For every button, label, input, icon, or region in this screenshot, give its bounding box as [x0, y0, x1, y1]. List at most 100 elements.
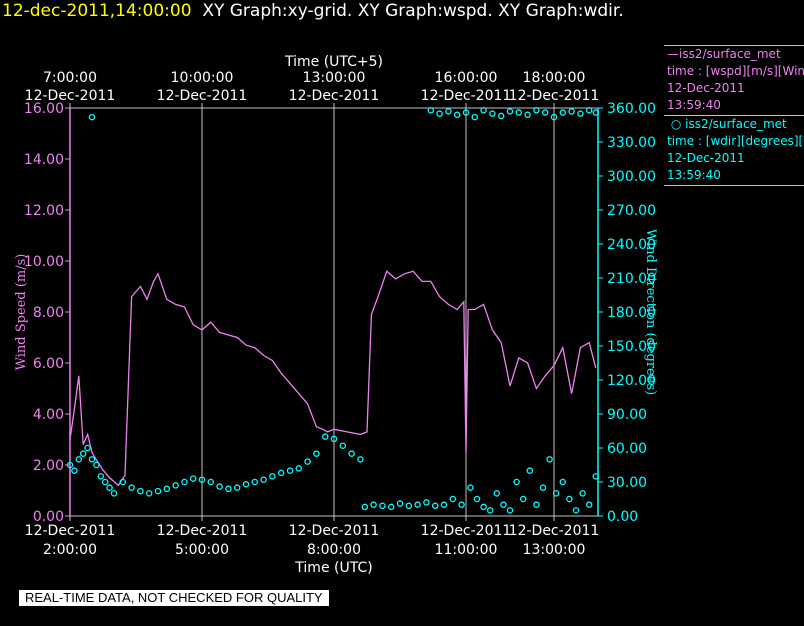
bottom-tick-time: 11:00:00 [435, 542, 498, 558]
left-tick-label: 4.00 [33, 407, 64, 423]
left-tick-label: 10.00 [24, 254, 64, 270]
legend-wspd: —iss2/surface_met time : [wspd][m/s][Win… [664, 45, 804, 116]
right-tick-label: 0.00 [607, 509, 638, 525]
top-tick-date: 12-Dec-2011 [421, 88, 512, 104]
wdir-point [524, 111, 531, 119]
wdir-point [286, 467, 294, 474]
bottom-tick-date: 12-Dec-2011 [157, 523, 248, 539]
wdir-point [541, 109, 549, 116]
wdir-point [592, 109, 600, 116]
wdir-point [88, 113, 96, 121]
wdir-point [75, 456, 83, 463]
wdir-point [592, 473, 600, 480]
top-tick-time: 13:00:00 [303, 70, 366, 86]
wdir-point [387, 503, 395, 511]
wdir-point [304, 458, 311, 465]
right-tick-label: 120.00 [607, 373, 656, 389]
wdir-point [181, 478, 188, 486]
wdir-point [471, 113, 479, 121]
wdir-point [189, 475, 197, 482]
wdir-point [66, 461, 74, 469]
right-tick-label: 330.00 [607, 135, 656, 151]
labels-layer: 0.00 2.00 4.00 6.00 8.00 10.00 12.00 14.00 16.00… [14, 54, 658, 576]
wdir-point [436, 110, 443, 117]
right-tick-label: 180.00 [607, 305, 656, 321]
wdir-point [93, 461, 100, 469]
wdir-point [110, 490, 118, 497]
wdir-point [357, 456, 364, 463]
wdir-point [84, 444, 91, 452]
top-tick-date: 12-Dec-2011 [25, 88, 116, 104]
right-tick-label: 360.00 [607, 101, 656, 117]
right-tick-label: 300.00 [607, 169, 656, 185]
wdir-point [216, 483, 223, 490]
bottom-tick-date: 12-Dec-2011 [421, 523, 512, 539]
wdir-point [480, 503, 487, 511]
grid-layer [201, 108, 555, 516]
wdir-point [137, 487, 144, 495]
wdir-point [260, 476, 267, 483]
wdir-point [559, 478, 567, 486]
wdir-point [568, 108, 575, 115]
wdir-point [453, 111, 461, 119]
wdir-point [440, 501, 448, 508]
wdir-point [242, 481, 250, 488]
top-tick-date: 12-Dec-2011 [289, 88, 380, 104]
left-tick-label: 2.00 [33, 458, 64, 474]
axes-layer [65, 103, 603, 521]
wdir-point [321, 433, 329, 440]
left-tick-label: 12.00 [24, 203, 64, 219]
wdir-point [379, 502, 386, 510]
wdir-point [533, 107, 540, 114]
wdir-point [71, 467, 78, 474]
wdir-point [533, 501, 540, 508]
wdir-point [128, 484, 135, 491]
quality-note: REAL-TIME DATA, NOT CHECKED FOR QUALITY [19, 590, 329, 606]
left-tick-label: 6.00 [33, 356, 64, 372]
legend-wspd-desc: time : [wspd][m/s][Wind [667, 64, 804, 78]
legend: —iss2/surface_met time : [wspd][m/s][Win… [664, 45, 804, 186]
top-tick-time: 18:00:00 [523, 70, 586, 86]
wdir-point [550, 113, 558, 121]
bottom-tick-time: 8:00:00 [307, 542, 361, 558]
legend-wdir-date: 12-Dec-2011 [667, 151, 745, 165]
wdir-point [277, 469, 285, 477]
top-tick-date: 12-Dec-2011 [157, 88, 248, 104]
wdir-point [396, 500, 404, 507]
wdir-point [423, 499, 430, 506]
wdir-point [579, 490, 586, 497]
wdir-point [101, 478, 109, 486]
left-tick-label: 16.00 [24, 101, 64, 117]
legend-wdir-desc: time : [wdir][degrees][Wind [667, 134, 804, 148]
wdir-point [295, 465, 303, 472]
wdir-point [405, 502, 413, 510]
bottom-tick-time: 2:00:00 [43, 542, 97, 558]
legend-wdir: ○ iss2/surface_met time : [wdir][degrees… [664, 116, 804, 186]
wdir-point [348, 450, 355, 457]
wdir-point [497, 112, 505, 120]
title-graphs: XY Graph:xy-grid. XY Graph:wspd. XY Grap… [202, 1, 624, 21]
wdir-point [427, 107, 435, 114]
wdir-point [577, 110, 584, 117]
right-tick-label: 270.00 [607, 203, 656, 219]
wdir-point [462, 109, 470, 116]
bottom-tick-date: 12-Dec-2011 [509, 523, 600, 539]
wdir-point [119, 478, 127, 486]
wdir-point [480, 107, 487, 114]
right-tick-label: 90.00 [607, 407, 647, 423]
legend-wspd-date: 12-Dec-2011 [667, 81, 745, 95]
wdir-point [172, 482, 179, 489]
right-tick-label: 30.00 [607, 475, 647, 491]
x-axis-label-bottom: Time (UTC) [294, 560, 372, 576]
wdir-point [559, 109, 567, 116]
legend-wspd-name: —iss2/surface_met [667, 47, 781, 61]
wdir-point [414, 501, 421, 508]
legend-wdir-name: ○ iss2/surface_met [667, 117, 787, 131]
wdir-point [313, 450, 320, 457]
bottom-tick-time: 13:00:00 [523, 542, 586, 558]
wspd-line [69, 270, 597, 487]
wdir-point [233, 484, 241, 491]
top-tick-time: 10:00:00 [171, 70, 234, 86]
bottom-tick-time: 5:00:00 [175, 542, 229, 558]
